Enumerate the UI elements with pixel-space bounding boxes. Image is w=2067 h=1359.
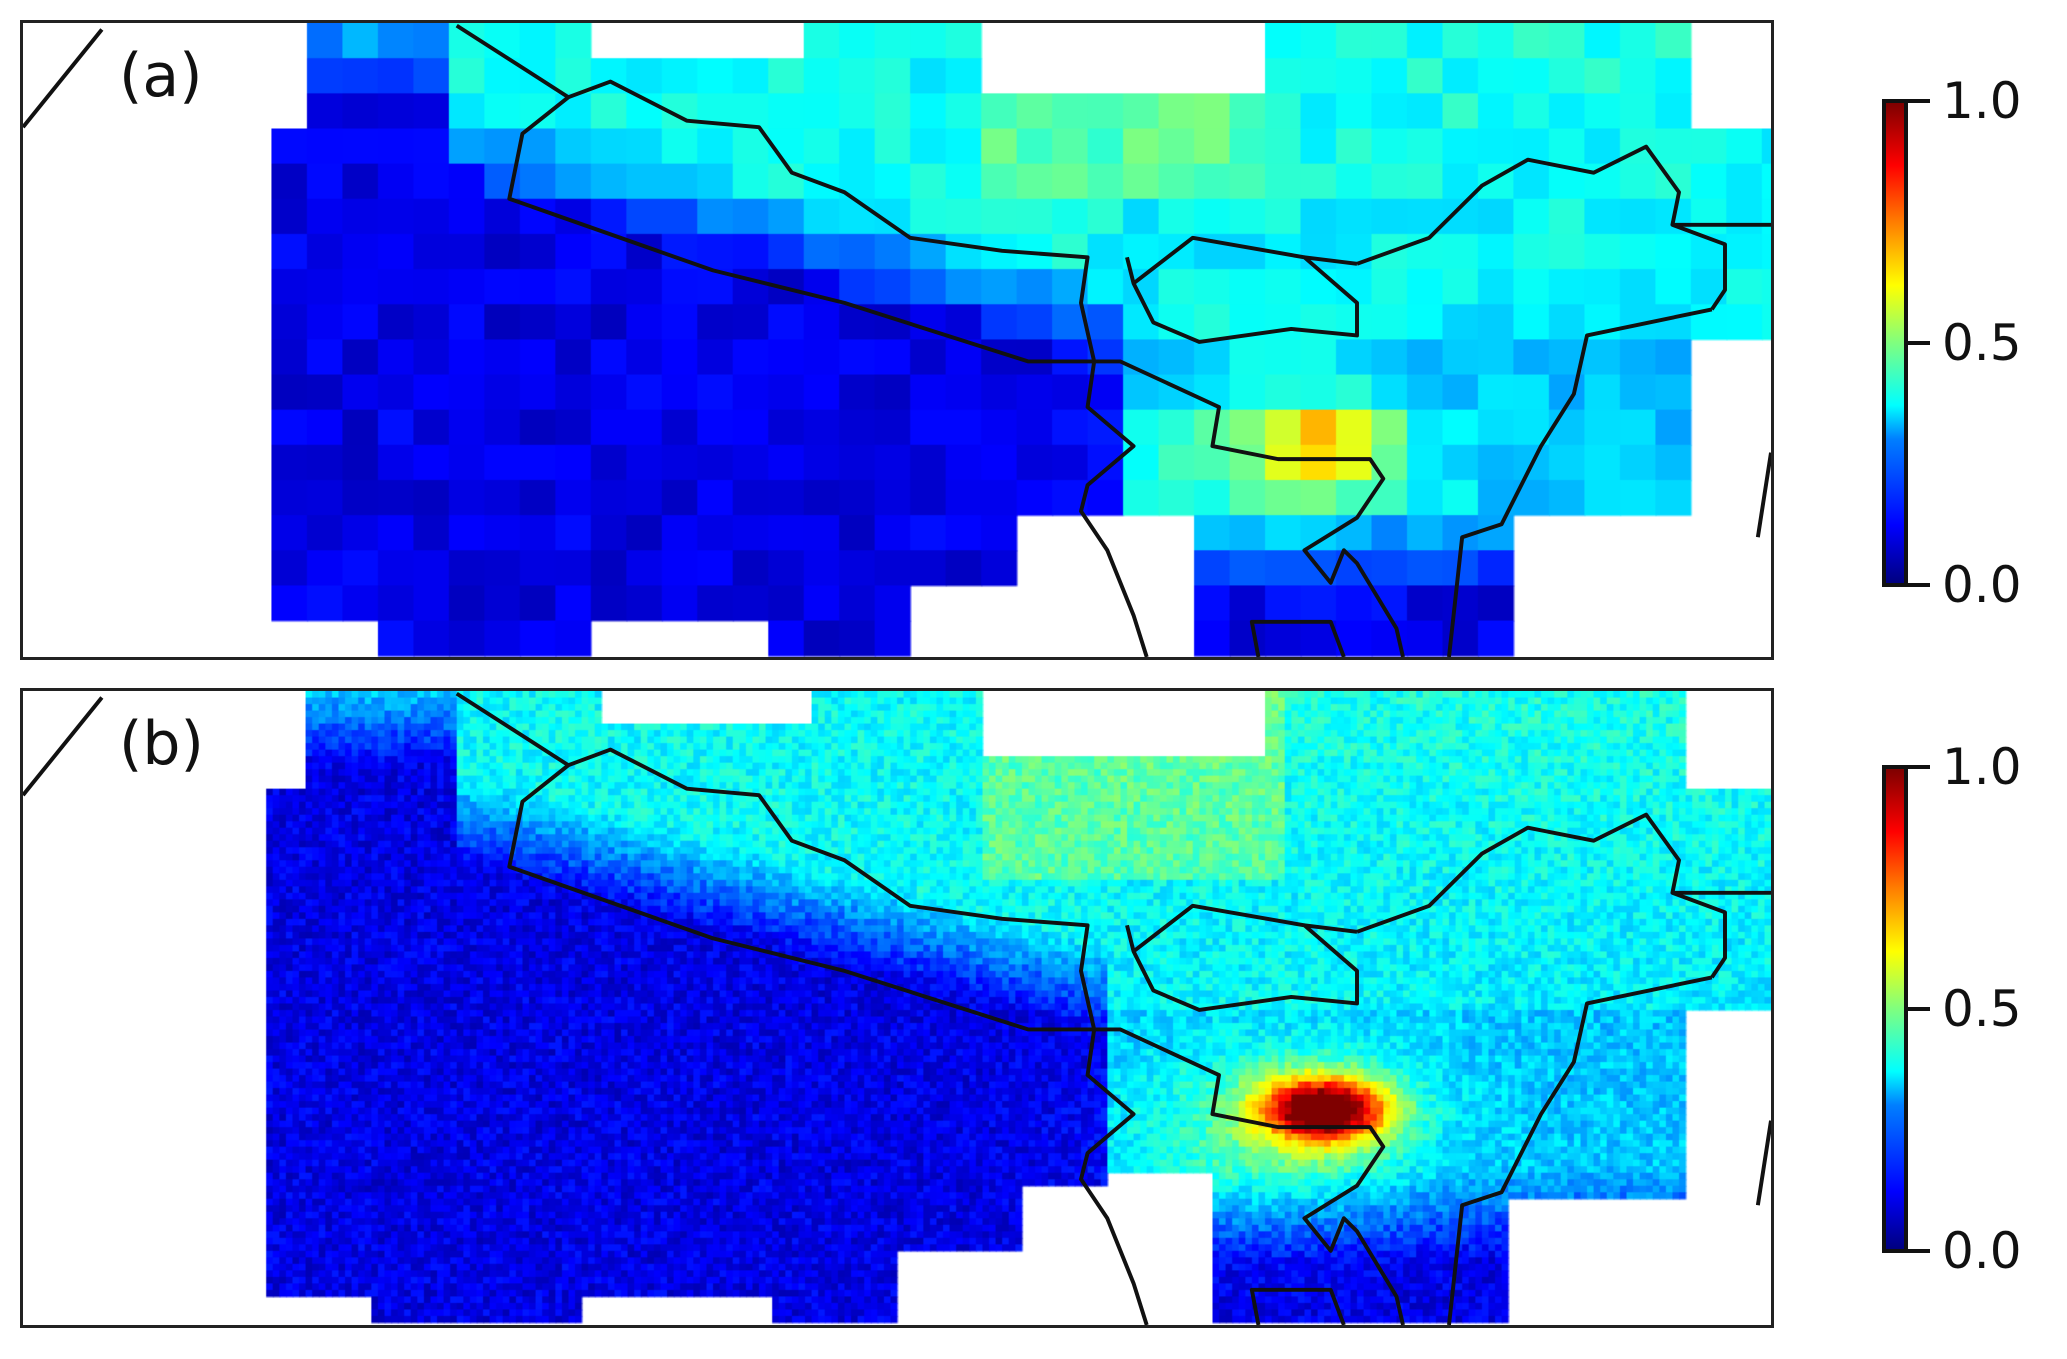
country-boundary-line	[1094, 1027, 1405, 1325]
country-boundary-line	[1356, 812, 1727, 979]
country-boundary-line	[1447, 975, 1713, 1325]
panel-label-b: (b)	[119, 709, 204, 779]
country-boundary-line	[1755, 452, 1771, 538]
country-boundary-line	[455, 23, 1097, 364]
colorbar-b-tick	[1908, 1007, 1930, 1011]
country-boundary-line	[23, 28, 104, 129]
colorbar-a-tick	[1908, 583, 1930, 587]
country-boundary-line	[1304, 255, 1358, 266]
country-boundary-line	[1125, 903, 1359, 1012]
colorbar-b-tick-label: 1.0	[1942, 738, 2022, 796]
colorbar-b-tick	[1908, 765, 1930, 769]
colorbar-b-tick-label: 0.0	[1942, 1222, 2022, 1280]
colorbar-a-tick-label: 0.5	[1942, 314, 2022, 372]
country-boundary-line	[1356, 144, 1727, 311]
colorbar-b	[1882, 765, 1908, 1253]
country-boundary-line	[1447, 307, 1713, 657]
colorbar-a	[1882, 99, 1908, 587]
colorbar-a-tick	[1908, 99, 1930, 103]
colorbar-b-tick-label: 0.5	[1942, 980, 2022, 1038]
heatmap-b	[23, 691, 1771, 1325]
map-panel-a: (a)	[20, 20, 1774, 660]
map-panel-b: (b)	[20, 688, 1774, 1328]
country-boundary-line	[1094, 359, 1405, 657]
country-boundary-line	[1079, 361, 1149, 657]
boundaries-b	[23, 691, 1771, 1325]
colorbar-b-tick	[1908, 1249, 1930, 1253]
country-boundary-line	[1079, 1029, 1149, 1325]
boundaries-a	[23, 23, 1771, 657]
country-boundary-line	[1304, 923, 1358, 934]
colorbar-a-tick-label: 0.0	[1942, 556, 2022, 614]
country-boundary-line	[1249, 619, 1346, 657]
panel-label-a: (a)	[119, 41, 203, 111]
country-boundary-line	[455, 691, 1097, 1032]
country-boundary-line	[1125, 235, 1359, 344]
country-boundary-line	[1755, 1120, 1771, 1206]
colorbar-a-tick	[1908, 341, 1930, 345]
country-boundary-line	[23, 696, 104, 797]
heatmap-a	[23, 23, 1771, 657]
colorbar-a-tick-label: 1.0	[1942, 72, 2022, 130]
country-boundary-line	[1249, 1287, 1346, 1325]
